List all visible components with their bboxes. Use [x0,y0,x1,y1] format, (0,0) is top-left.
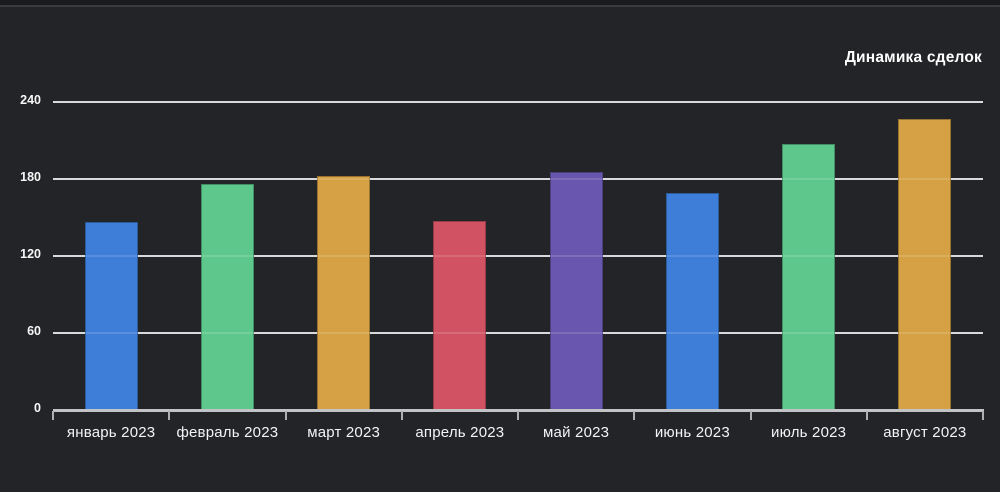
bar-апрель-2023[interactable] [433,221,487,410]
x-axis-tick-4 [517,410,519,420]
x-axis-tick-5 [633,410,636,420]
gridline-240 [53,101,983,103]
bar-июль-2023[interactable] [782,144,836,410]
top-strip-divider [0,5,1000,7]
y-axis-label-60: 60 [27,323,41,338]
y-axis-label-240: 240 [20,93,41,107]
x-axis-label-июль-2023: июль 2023 [771,424,847,441]
x-axis-tick-0 [52,410,54,420]
x-axis-tick-2 [284,410,287,420]
bar-август-2023[interactable] [898,118,952,410]
gridline-overlay-60 [53,331,983,334]
x-axis-label-май-2023: май 2023 [543,424,610,441]
y-axis-label-0: 0 [34,400,41,415]
x-axis-label-апрель-2023: апрель 2023 [415,424,505,441]
chart-title: Динамика сделок [844,49,982,66]
x-axis-label-январь-2023: январь 2023 [66,424,156,441]
bar-февраль-2023[interactable] [200,184,254,410]
y-axis-label-120: 120 [20,246,41,261]
gridline-60 [53,331,983,334]
gridline-overlay-240 [53,101,983,103]
x-axis-tick-1 [168,410,171,420]
x-axis-tick-3 [400,410,403,420]
x-axis-line [53,409,984,412]
gridline-180 [53,177,983,180]
bar-март-2023[interactable] [317,176,371,410]
gridline-overlay-120 [53,254,983,257]
y-axis-label-180: 180 [20,169,41,184]
gridline-120 [53,254,983,257]
bar-июнь-2023[interactable] [665,192,719,410]
x-axis-label-февраль-2023: февраль 2023 [176,424,279,441]
x-axis-tick-8 [982,410,984,420]
bar-май-2023[interactable] [549,172,603,410]
x-axis-label-август-2023: август 2023 [883,424,967,441]
x-axis-label-июнь-2023: июнь 2023 [654,424,730,441]
x-axis-tick-7 [865,410,868,420]
gridline-overlay-180 [53,177,983,180]
top-strip [0,0,1000,5]
bar-январь-2023[interactable] [84,222,138,410]
x-axis-label-март-2023: март 2023 [307,424,381,441]
x-axis-tick-6 [749,410,752,420]
